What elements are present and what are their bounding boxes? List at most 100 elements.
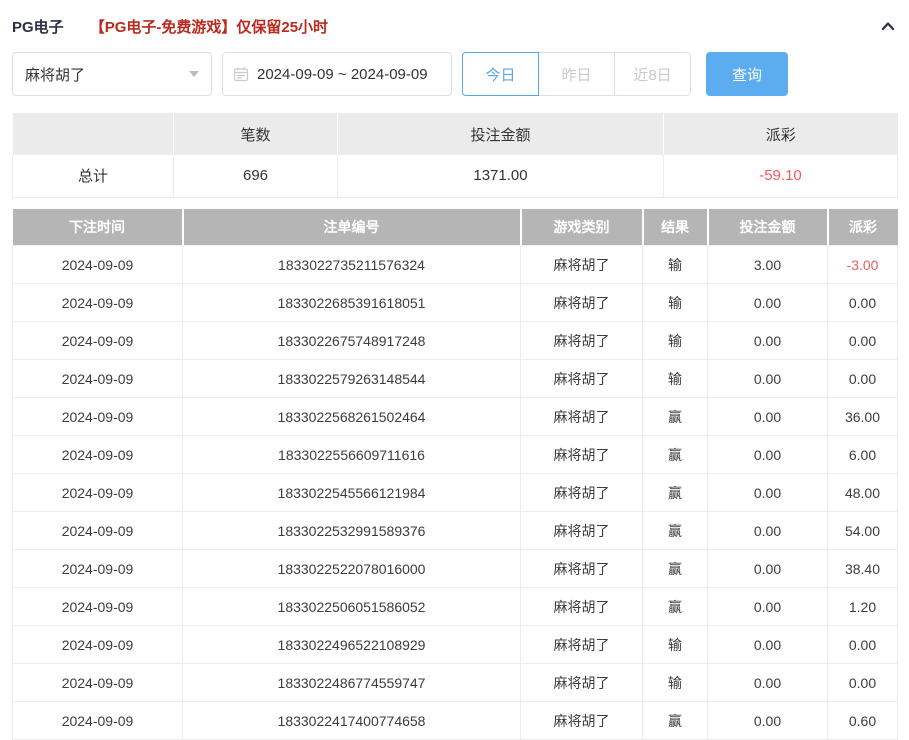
cell-bet-id: 1833022556609711616 (183, 436, 521, 474)
cell-bet-time: 2024-09-09 (13, 512, 183, 550)
cell-payout: 48.00 (828, 474, 898, 512)
cell-game-type: 麻将胡了 (521, 398, 643, 436)
summary-bet-amount-value: 1371.00 (338, 155, 664, 197)
cell-bet-amount: 0.00 (708, 664, 828, 702)
summary-table: 笔数 投注金额 派彩 总计 696 1371.00 -59.10 (12, 113, 898, 198)
cell-bet-id: 1833022417400774658 (183, 702, 521, 740)
cell-result: 输 (643, 664, 708, 702)
game-select[interactable]: 麻将胡了 (12, 52, 212, 96)
cell-result: 输 (643, 626, 708, 664)
cell-bet-id: 1833022568261502464 (183, 398, 521, 436)
search-button[interactable]: 查询 (706, 52, 788, 96)
cell-bet-amount: 3.00 (708, 246, 828, 284)
cell-bet-amount: 0.00 (708, 550, 828, 588)
cell-bet-time: 2024-09-09 (13, 588, 183, 626)
date-range-input[interactable]: 2024-09-09 ~ 2024-09-09 (222, 52, 452, 96)
cell-bet-time: 2024-09-09 (13, 398, 183, 436)
chevron-down-icon (189, 71, 199, 77)
cell-payout: 6.00 (828, 436, 898, 474)
cell-payout: -3.00 (828, 246, 898, 284)
cell-game-type: 麻将胡了 (521, 436, 643, 474)
cell-bet-time: 2024-09-09 (13, 322, 183, 360)
summary-header-row: 笔数 投注金额 派彩 (13, 113, 898, 155)
last-8-days-button[interactable]: 近8日 (614, 52, 691, 96)
cell-payout: 0.00 (828, 360, 898, 398)
cell-payout: 0.00 (828, 664, 898, 702)
col-header-bet-time: 下注时间 (13, 209, 183, 246)
col-header-result: 结果 (643, 209, 708, 246)
cell-payout: 0.60 (828, 702, 898, 740)
cell-bet-time: 2024-09-09 (13, 360, 183, 398)
cell-bet-amount: 0.00 (708, 474, 828, 512)
cell-bet-amount: 0.00 (708, 626, 828, 664)
cell-bet-id: 1833022506051586052 (183, 588, 521, 626)
yesterday-button[interactable]: 昨日 (538, 52, 615, 96)
cell-bet-time: 2024-09-09 (13, 550, 183, 588)
summary-total-label: 总计 (13, 155, 174, 197)
chevron-up-icon (879, 17, 897, 35)
cell-result: 赢 (643, 550, 708, 588)
cell-result: 输 (643, 246, 708, 284)
cell-game-type: 麻将胡了 (521, 702, 643, 740)
cell-bet-time: 2024-09-09 (13, 246, 183, 284)
cell-game-type: 麻将胡了 (521, 512, 643, 550)
cell-bet-id: 1833022685391618051 (183, 284, 521, 322)
summary-total-row: 总计 696 1371.00 -59.10 (13, 155, 898, 197)
summary-header-payout: 派彩 (664, 113, 898, 155)
cell-bet-time: 2024-09-09 (13, 626, 183, 664)
cell-bet-amount: 0.00 (708, 360, 828, 398)
cell-bet-id: 1833022522078016000 (183, 550, 521, 588)
cell-payout: 0.00 (828, 626, 898, 664)
cell-result: 赢 (643, 474, 708, 512)
game-select-value: 麻将胡了 (25, 64, 85, 85)
collapse-button[interactable] (879, 17, 897, 35)
cell-game-type: 麻将胡了 (521, 664, 643, 702)
cell-bet-amount: 0.00 (708, 284, 828, 322)
cell-bet-id: 1833022486774559747 (183, 664, 521, 702)
col-header-payout: 派彩 (828, 209, 898, 246)
filter-bar: 麻将胡了 2024-09-09 ~ 2024-09-09 今日 昨日 近8日 查… (12, 52, 897, 96)
cell-bet-id: 1833022579263148544 (183, 360, 521, 398)
cell-result: 赢 (643, 702, 708, 740)
cell-payout: 38.40 (828, 550, 898, 588)
cell-bet-id: 1833022496522108929 (183, 626, 521, 664)
date-range-value: 2024-09-09 ~ 2024-09-09 (257, 66, 428, 83)
cell-payout: 1.20 (828, 588, 898, 626)
cell-game-type: 麻将胡了 (521, 588, 643, 626)
cell-bet-amount: 0.00 (708, 436, 828, 474)
cell-bet-id: 1833022735211576324 (183, 246, 521, 284)
cell-game-type: 麻将胡了 (521, 246, 643, 284)
header-notice: 【PG电子-免费游戏】仅保留25小时 (90, 16, 328, 37)
col-header-game-type: 游戏类别 (521, 209, 643, 246)
cell-bet-id: 1833022532991589376 (183, 512, 521, 550)
calendar-icon (233, 66, 249, 82)
summary-header-empty (13, 113, 174, 155)
cell-bet-amount: 0.00 (708, 398, 828, 436)
cell-game-type: 麻将胡了 (521, 474, 643, 512)
quick-date-group: 今日 昨日 近8日 (462, 52, 691, 96)
cell-result: 输 (643, 360, 708, 398)
cell-bet-id: 1833022675748917248 (183, 322, 521, 360)
cell-bet-amount: 0.00 (708, 588, 828, 626)
cell-result: 输 (643, 284, 708, 322)
summary-payout-value: -59.10 (664, 155, 898, 197)
cell-bet-time: 2024-09-09 (13, 702, 183, 740)
cell-bet-time: 2024-09-09 (13, 436, 183, 474)
today-button[interactable]: 今日 (462, 52, 539, 96)
cell-game-type: 麻将胡了 (521, 322, 643, 360)
cell-result: 输 (643, 322, 708, 360)
